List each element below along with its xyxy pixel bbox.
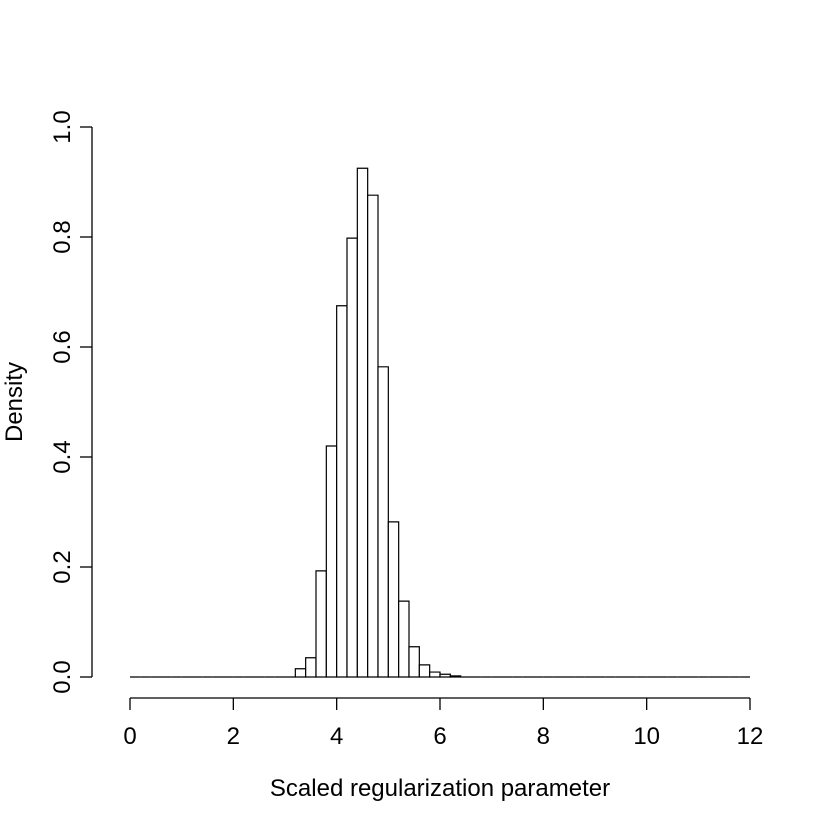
bar bbox=[398, 600, 410, 678]
y-tick-label: 0.0 bbox=[49, 660, 76, 693]
bar bbox=[449, 675, 462, 678]
x-tick-label: 10 bbox=[633, 723, 660, 750]
x-axis-label: Scaled regularization parameter bbox=[270, 775, 610, 802]
bar bbox=[294, 668, 307, 678]
x-tick-label: 8 bbox=[537, 723, 550, 750]
bar bbox=[356, 167, 369, 678]
bar bbox=[408, 646, 420, 678]
bar bbox=[387, 521, 400, 678]
x-tick-label: 2 bbox=[227, 723, 240, 750]
bar bbox=[315, 570, 327, 678]
bar bbox=[429, 671, 441, 678]
y-tick-label: 1.0 bbox=[49, 110, 76, 143]
x-tick-label: 4 bbox=[330, 723, 343, 750]
bar bbox=[367, 194, 379, 678]
y-tick-label: 0.2 bbox=[49, 550, 76, 583]
y-tick-label: 0.4 bbox=[49, 440, 76, 473]
bar bbox=[325, 445, 338, 678]
x-tick-label: 6 bbox=[433, 723, 446, 750]
bar bbox=[418, 664, 431, 678]
y-tick-label: 0.6 bbox=[49, 330, 76, 363]
bar bbox=[336, 305, 348, 678]
bar bbox=[346, 237, 358, 678]
bar bbox=[377, 366, 389, 678]
x-tick-label: 0 bbox=[123, 723, 136, 750]
bar bbox=[439, 673, 451, 678]
x-tick-label: 12 bbox=[737, 723, 764, 750]
bar bbox=[305, 657, 317, 678]
y-axis-label: Density bbox=[1, 362, 28, 442]
y-tick-label: 0.8 bbox=[49, 220, 76, 253]
